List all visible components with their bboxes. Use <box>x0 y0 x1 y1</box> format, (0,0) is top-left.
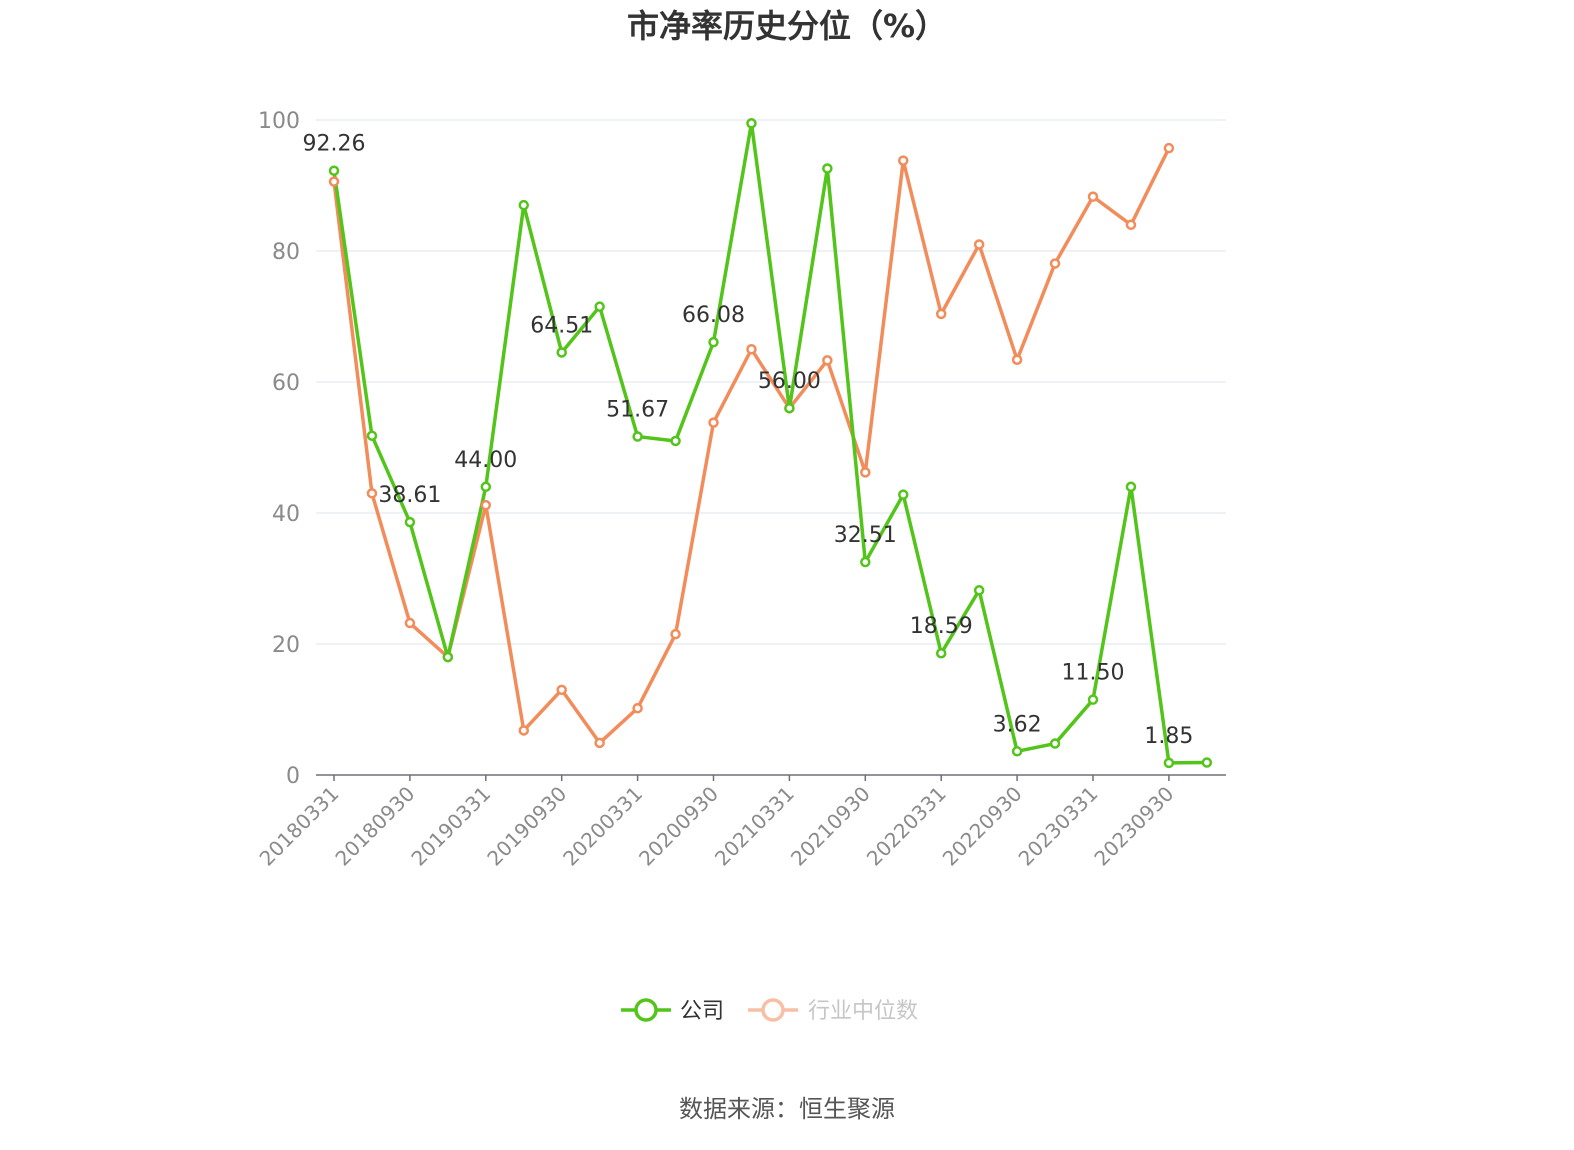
data-point <box>1087 191 1099 202</box>
y-axis: 0 20 40 60 80 100 <box>258 109 300 789</box>
data-point <box>366 488 378 499</box>
data-point <box>860 556 871 568</box>
data-label: 64.51 <box>530 313 593 338</box>
series-line-1 <box>332 147 1171 745</box>
data-point <box>973 239 985 250</box>
data-point <box>442 651 454 663</box>
data-label: 51.67 <box>606 398 669 423</box>
data-point <box>670 435 681 447</box>
series-points <box>328 118 1213 769</box>
data-point <box>480 481 492 493</box>
legend-item-1[interactable]: 行业中位数 <box>748 998 918 1024</box>
data-point <box>1011 354 1023 365</box>
data-point <box>973 585 985 596</box>
x-tick-label: 20220331 <box>862 782 951 871</box>
data-label: 66.08 <box>682 303 745 328</box>
x-tick-label: 20200331 <box>558 782 647 871</box>
data-point <box>1125 219 1137 231</box>
data-point <box>784 402 795 414</box>
y-tick-label: 20 <box>272 633 300 658</box>
y-tick-label: 0 <box>286 764 300 789</box>
data-point <box>1049 738 1061 749</box>
chart-title: 市净率历史分位（%） <box>627 7 947 45</box>
data-point <box>594 737 605 749</box>
data-point <box>935 308 947 320</box>
data-point <box>404 617 416 629</box>
data-point <box>898 489 909 500</box>
source-note: 数据来源：恒生聚源 <box>679 1095 895 1123</box>
data-label: 32.51 <box>834 523 897 548</box>
legend[interactable]: 公司 行业中位数 <box>621 998 918 1024</box>
data-label: 18.59 <box>910 614 973 639</box>
data-label: 38.61 <box>378 483 441 508</box>
data-point <box>518 725 529 736</box>
data-point <box>1125 481 1137 493</box>
x-tick-label: 20210331 <box>710 782 799 871</box>
data-label: 1.85 <box>1144 724 1193 749</box>
data-point <box>708 417 719 428</box>
data-point <box>670 628 681 640</box>
data-point <box>822 163 833 174</box>
data-point <box>518 199 529 211</box>
x-axis: 2018033120180930201903312019093020200331… <box>255 774 1226 871</box>
data-label: 3.62 <box>993 712 1042 737</box>
data-point <box>1163 757 1175 769</box>
x-tick-label: 20230331 <box>1014 782 1103 871</box>
data-point <box>1049 258 1061 269</box>
data-label: 92.26 <box>303 132 366 157</box>
legend-label: 公司 <box>680 999 724 1024</box>
data-point <box>480 499 492 511</box>
data-label: 11.50 <box>1062 661 1125 686</box>
data-point <box>1011 746 1023 757</box>
data-point <box>860 467 871 478</box>
x-tick-label: 20220930 <box>938 782 1027 871</box>
y-tick-label: 60 <box>272 371 300 396</box>
data-point <box>935 647 947 659</box>
data-point <box>366 430 378 441</box>
legend-marker <box>634 998 658 1022</box>
x-tick-label: 20210930 <box>786 782 875 871</box>
data-point <box>556 684 567 696</box>
data-labels: 92.26 38.61 44.00 64.51 51.67 66.08 56.00 32.51… <box>303 132 1194 749</box>
data-point <box>328 165 340 176</box>
data-label: 56.00 <box>758 369 821 394</box>
data-point <box>328 176 340 187</box>
y-tick-label: 100 <box>258 109 300 134</box>
data-point <box>1201 757 1213 768</box>
data-point <box>404 516 416 528</box>
data-point <box>898 155 909 166</box>
x-tick-label: 20180331 <box>255 782 344 871</box>
legend-label: 行业中位数 <box>808 999 918 1024</box>
data-point <box>594 301 605 312</box>
x-tick-label: 20200930 <box>634 782 723 871</box>
data-point <box>556 347 567 358</box>
data-point <box>746 118 757 129</box>
y-tick-label: 40 <box>272 502 300 527</box>
data-point <box>632 702 643 714</box>
data-label: 44.00 <box>454 448 517 473</box>
x-tick-label: 20230930 <box>1089 782 1178 871</box>
data-point <box>746 344 757 355</box>
data-point <box>632 431 643 442</box>
x-tick-label: 20180930 <box>330 782 419 871</box>
series-line-0 <box>332 121 1207 765</box>
x-tick-label: 20190331 <box>406 782 495 871</box>
x-tick-label: 20190930 <box>482 782 571 871</box>
y-tick-label: 80 <box>272 240 300 265</box>
legend-item-0[interactable]: 公司 <box>621 998 724 1024</box>
data-point <box>1087 694 1099 705</box>
legend-marker <box>761 998 785 1022</box>
data-point <box>822 355 833 366</box>
data-point <box>708 336 719 348</box>
data-point <box>1163 142 1175 154</box>
